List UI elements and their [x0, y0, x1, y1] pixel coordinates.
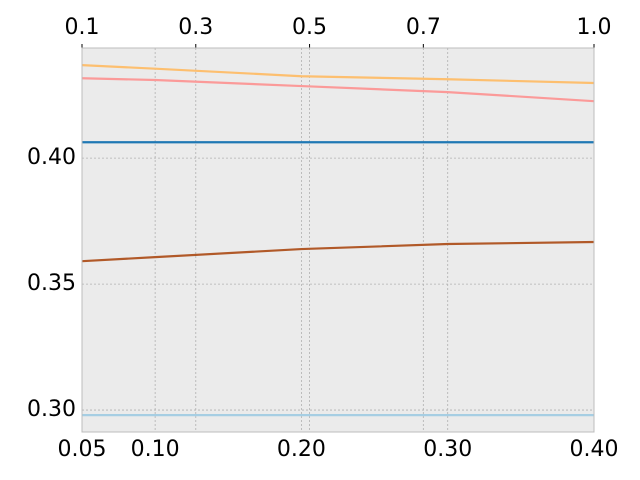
x-tick-label: 0.30: [423, 437, 472, 462]
x2-tick-label: 0.3: [178, 15, 213, 40]
x2-tick-label: 1.0: [577, 15, 612, 40]
plot-area: [82, 48, 594, 432]
plot-border: [81, 47, 595, 433]
x2-tick-label: 0.7: [406, 15, 441, 40]
x2-tick-label: 0.1: [65, 15, 100, 40]
y-tick-label: 0.30: [27, 397, 76, 422]
x-tick-label: 0.05: [58, 437, 107, 462]
line: [81, 64, 595, 85]
line: [81, 240, 595, 263]
x-tick-label: 0.40: [570, 437, 619, 462]
line: [81, 77, 595, 103]
x-tick-label: 0.20: [277, 437, 326, 462]
y-tick-label: 0.35: [27, 271, 76, 296]
x-tick-label: 0.10: [131, 437, 180, 462]
x2-tick-label: 0.5: [292, 15, 327, 40]
y-tick-label: 0.40: [27, 145, 76, 170]
